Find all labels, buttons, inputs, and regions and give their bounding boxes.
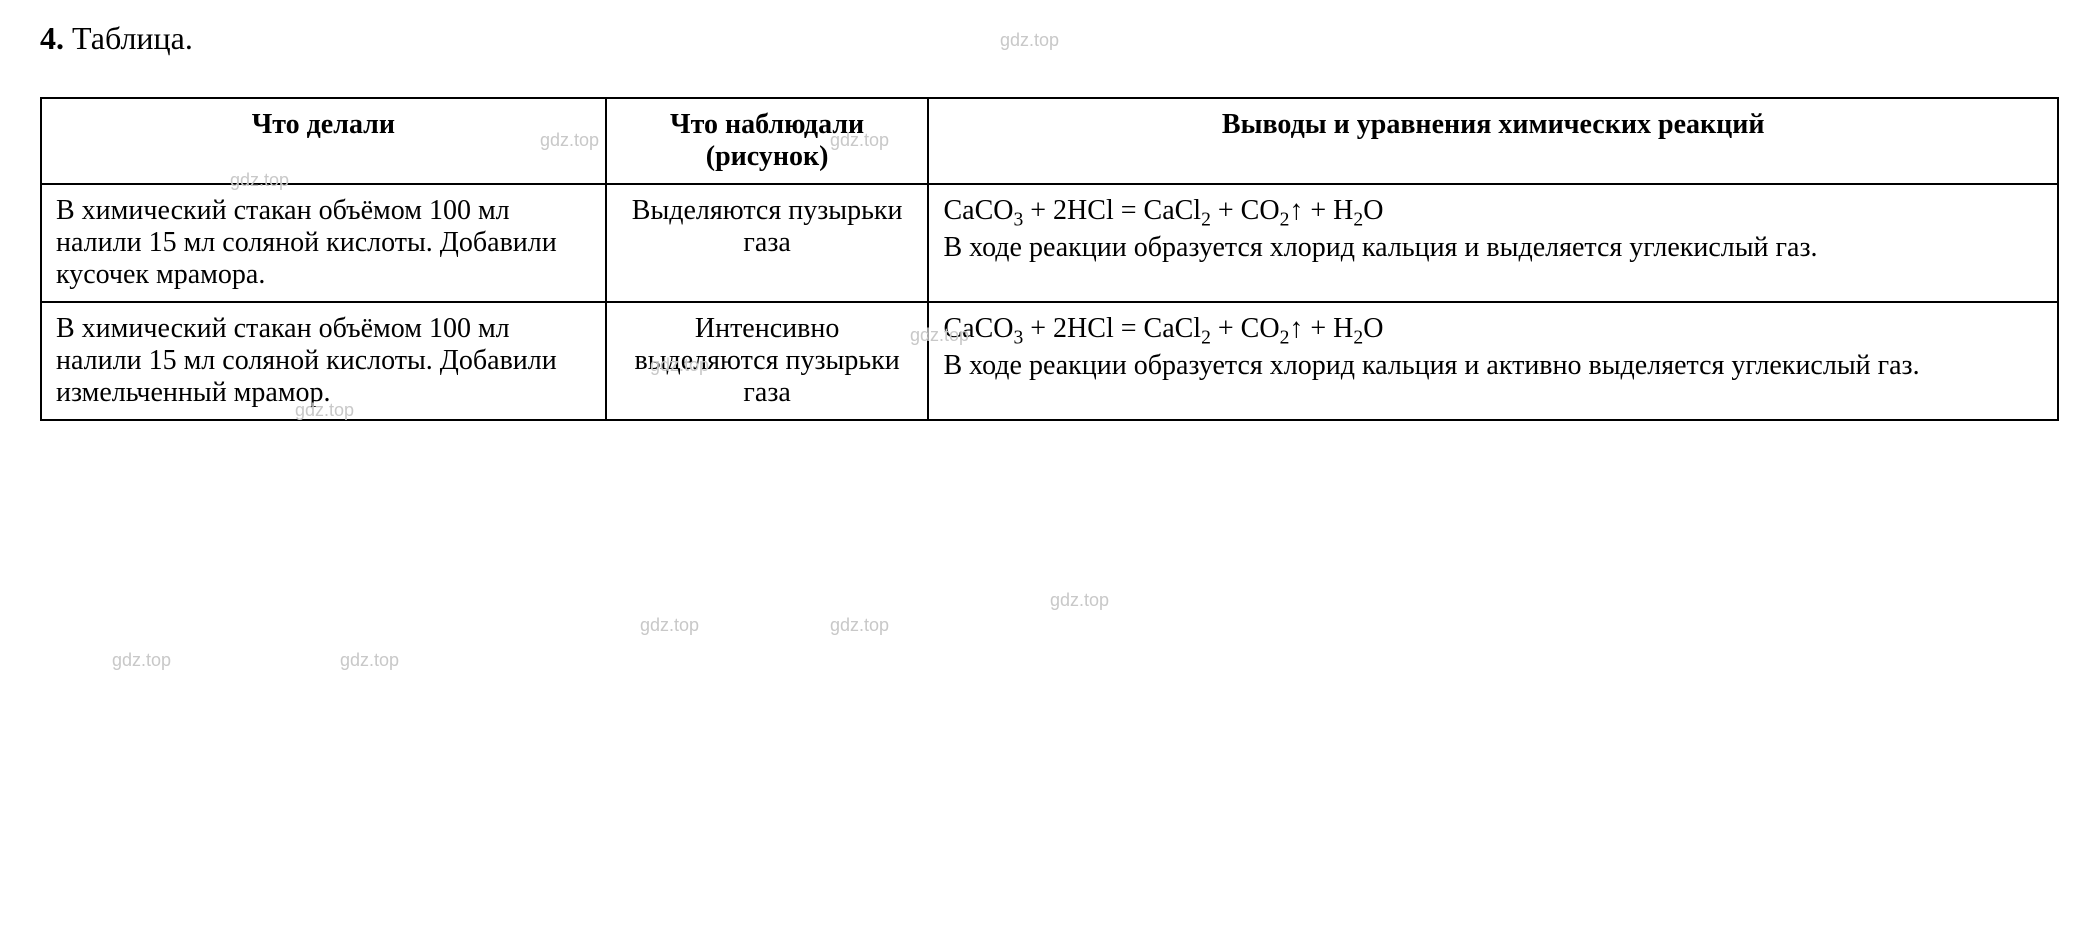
- cell-observed: Интенсивно выделяются пузырьки газа: [606, 302, 929, 420]
- cell-conclusion: CaCO3 + 2HCl = CaCl2 + CO2↑ + H2OВ ходе …: [928, 184, 2058, 302]
- header-observed: Что наблюдали (рисунок): [606, 98, 929, 184]
- page-title: 4. Таблица.: [40, 20, 2059, 57]
- cell-did: В химический стакан объёмом 100 мл налил…: [41, 302, 606, 420]
- watermark: gdz.top: [830, 615, 889, 636]
- cell-conclusion: CaCO3 + 2HCl = CaCl2 + CO2↑ + H2OВ ходе …: [928, 302, 2058, 420]
- experiment-table: Что делали Что наблюдали (рисунок) Вывод…: [40, 97, 2059, 421]
- equation: CaCO3 + 2HCl = CaCl2 + CO2↑ + H2O: [943, 313, 2043, 350]
- equation: CaCO3 + 2HCl = CaCl2 + CO2↑ + H2O: [943, 195, 2043, 232]
- watermark: gdz.top: [1050, 590, 1109, 611]
- table-header-row: Что делали Что наблюдали (рисунок) Вывод…: [41, 98, 2058, 184]
- watermark: gdz.top: [640, 615, 699, 636]
- watermark: gdz.top: [112, 650, 171, 671]
- title-number: 4.: [40, 20, 64, 56]
- header-did: Что делали: [41, 98, 606, 184]
- cell-observed: Выделяются пузырьки газа: [606, 184, 929, 302]
- header-conclusion: Выводы и уравнения химических реакций: [928, 98, 2058, 184]
- conclusion-text: В ходе реакции образуется хлорид кальция…: [943, 232, 2043, 264]
- cell-did: В химический стакан объёмом 100 мл налил…: [41, 184, 606, 302]
- conclusion-text: В ходе реакции образуется хлорид кальция…: [943, 350, 2043, 382]
- table-row: В химический стакан объёмом 100 мл налил…: [41, 184, 2058, 302]
- table-row: В химический стакан объёмом 100 мл налил…: [41, 302, 2058, 420]
- title-text: Таблица.: [64, 20, 193, 56]
- watermark: gdz.top: [340, 650, 399, 671]
